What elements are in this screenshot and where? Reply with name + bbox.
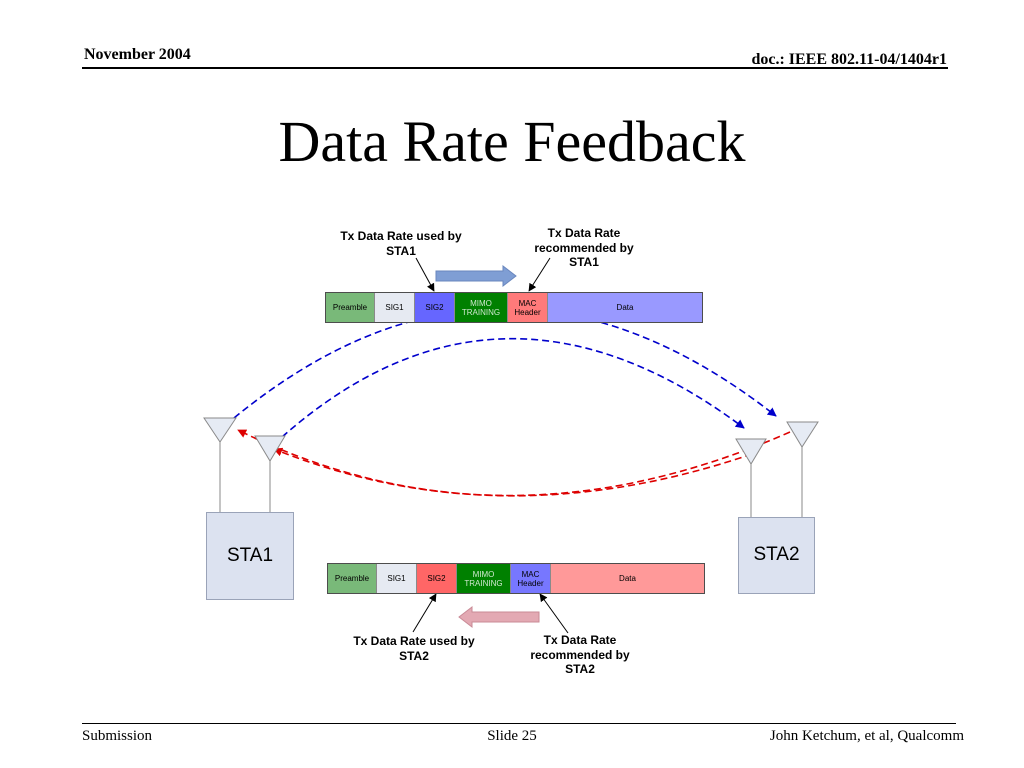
pointer-bottom-right bbox=[539, 593, 569, 634]
left-arrow-icon bbox=[458, 605, 540, 629]
top-frame: Preamble SIG1 SIG2 MIMO TRAINING MAC Hea… bbox=[325, 292, 703, 323]
frame-segment-data: Data bbox=[548, 293, 702, 322]
slide-title: Data Rate Feedback bbox=[278, 109, 746, 174]
antenna-icon bbox=[786, 421, 819, 448]
sta2-to-sta1-link-outer bbox=[237, 429, 791, 497]
bottom-frame: Preamble SIG1 SIG2 MIMO TRAINING MAC Hea… bbox=[327, 563, 705, 594]
callout-top-right: Tx Data Rate recommended by STA1 bbox=[534, 226, 634, 269]
pointer-bottom-left bbox=[412, 593, 437, 633]
station-sta2: STA2 bbox=[738, 517, 815, 594]
frame-segment-mimo-training: MIMO TRAINING bbox=[457, 564, 511, 593]
callout-top-left: Tx Data Rate used by STA1 bbox=[340, 229, 462, 258]
header-date: November 2004 bbox=[84, 46, 191, 63]
frame-segment-preamble: Preamble bbox=[326, 293, 375, 322]
callout-bottom-left: Tx Data Rate used by STA2 bbox=[353, 634, 475, 663]
right-arrow-icon bbox=[435, 264, 517, 288]
antenna-icon bbox=[254, 435, 286, 462]
pointer-top-left bbox=[415, 257, 435, 292]
frame-segment-sig1: SIG1 bbox=[377, 564, 417, 593]
frame-segment-data: Data bbox=[551, 564, 704, 593]
frame-segment-mac-header: MAC Header bbox=[508, 293, 548, 322]
frame-segment-sig2: SIG2 bbox=[417, 564, 457, 593]
station-sta1: STA1 bbox=[206, 512, 294, 600]
header-rule bbox=[82, 67, 948, 69]
frame-segment-mac-header: MAC Header bbox=[511, 564, 551, 593]
frame-segment-mimo-training: MIMO TRAINING bbox=[455, 293, 508, 322]
antenna-icon bbox=[203, 417, 237, 443]
footer-right: John Ketchum, et al, Qualcomm bbox=[769, 728, 964, 744]
frame-segment-sig2: SIG2 bbox=[415, 293, 455, 322]
frame-segment-sig1: SIG1 bbox=[375, 293, 415, 322]
footer-center: Slide 25 bbox=[487, 728, 537, 744]
footer-left: Submission bbox=[82, 728, 153, 744]
pointer-top-right bbox=[528, 257, 551, 292]
station-sta2-label: STA2 bbox=[753, 544, 800, 565]
station-sta1-label: STA1 bbox=[226, 545, 274, 566]
footer-rule bbox=[82, 723, 956, 724]
sta1-to-sta2-link-inner bbox=[281, 337, 745, 438]
sta2-to-sta1-link-inner bbox=[273, 447, 753, 497]
sta1-to-sta2-link-outer bbox=[233, 307, 777, 419]
callout-bottom-right: Tx Data Rate recommended by STA2 bbox=[530, 633, 630, 676]
frame-segment-preamble: Preamble bbox=[328, 564, 377, 593]
header-doc-id: doc.: IEEE 802.11-04/1404r1 bbox=[751, 51, 947, 68]
antenna-icon bbox=[735, 438, 767, 465]
